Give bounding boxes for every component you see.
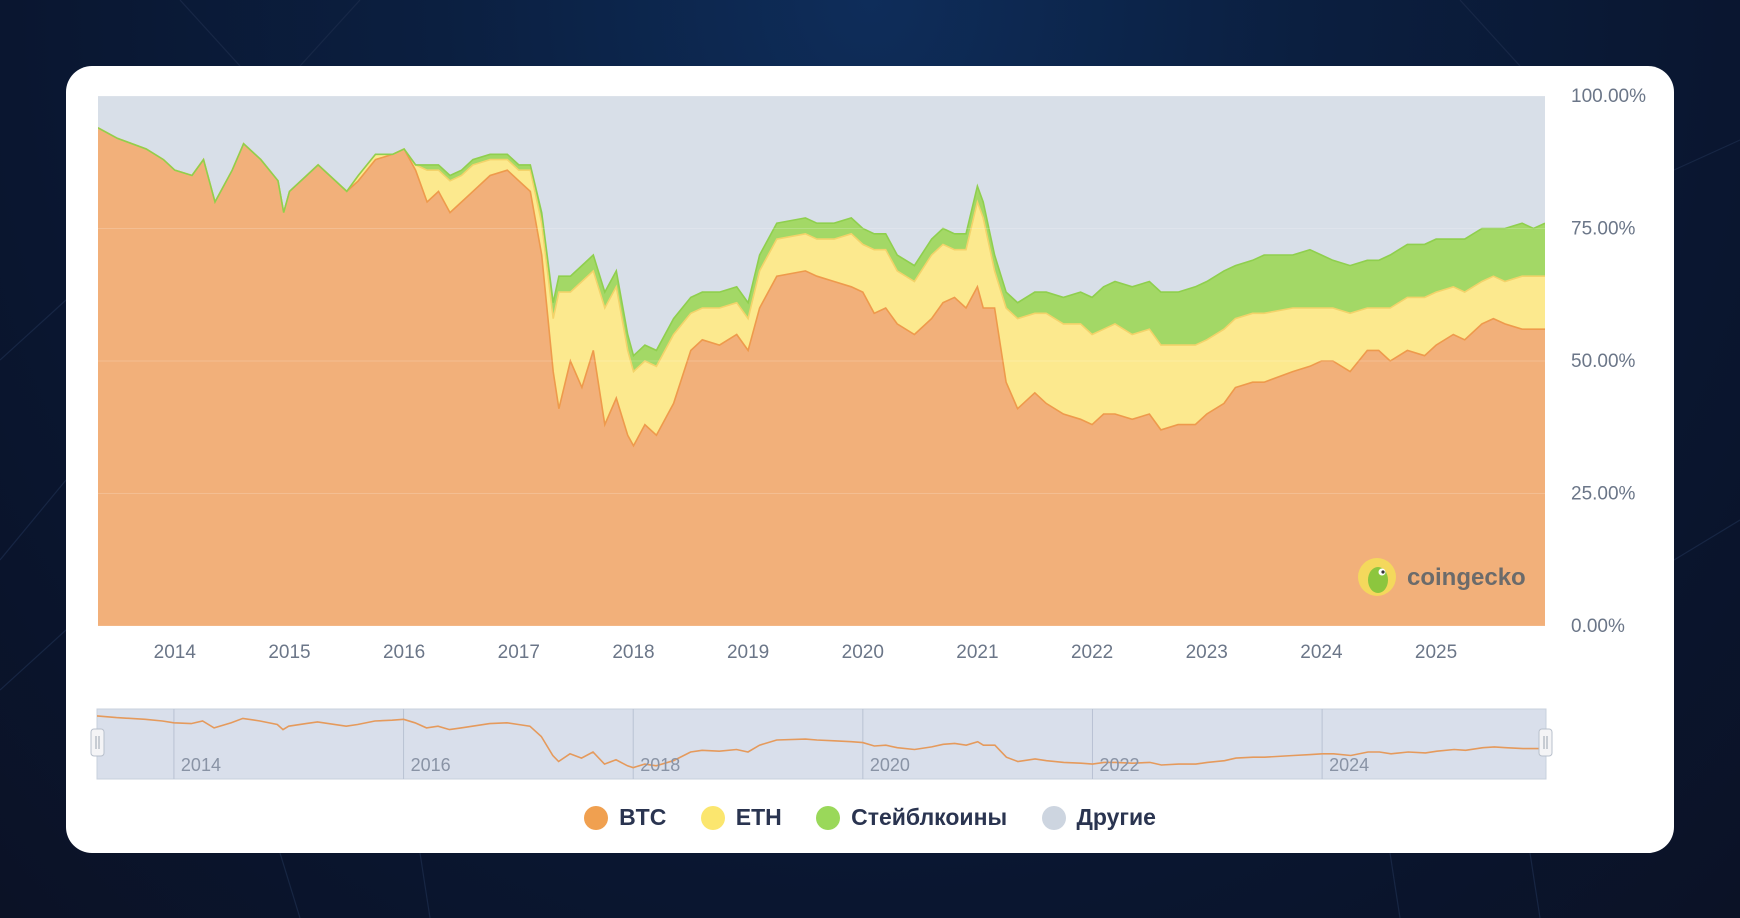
x-tick-label: 2017 bbox=[498, 642, 540, 663]
coingecko-watermark: coingecko bbox=[1358, 558, 1526, 596]
y-tick-label: 25.00% bbox=[1571, 484, 1636, 505]
x-tick-label: 2024 bbox=[1300, 642, 1343, 663]
navigator-tick-label: 2018 bbox=[640, 755, 680, 775]
stablecoins-line bbox=[98, 127, 1545, 358]
navigator-tick-label: 2014 bbox=[181, 755, 221, 775]
navigator-tick-label: 2016 bbox=[411, 755, 451, 775]
legend-item-other[interactable]: Другие bbox=[1041, 804, 1156, 831]
market-dominance-chart: 100.00%75.00%50.00%25.00%0.00% 2014 2015 2… bbox=[90, 86, 1646, 780]
chart-card: 100.00% 75.00% 50.00% 25.00% 0.00% 2014 2015 2… bbox=[66, 66, 1674, 853]
btc-area bbox=[98, 127, 1545, 626]
legend-label-eth: ETH bbox=[735, 804, 782, 830]
legend-dot-other bbox=[1041, 805, 1066, 830]
navigator-btc-line bbox=[97, 715, 1546, 769]
x-tick-label: 2020 bbox=[842, 642, 884, 663]
navigator-handle-left[interactable] bbox=[90, 728, 105, 757]
navigator-tick-label: 2020 bbox=[870, 755, 910, 775]
legend-label-stablecoins: Стейблкоины bbox=[851, 804, 1008, 830]
btc-line bbox=[98, 127, 1545, 448]
y-tick-label: 75.00% bbox=[1571, 219, 1636, 240]
y-tick-label: 100.00% bbox=[1571, 86, 1646, 107]
x-tick-label: 2014 bbox=[154, 642, 197, 663]
watermark-text: coingecko bbox=[1407, 564, 1526, 591]
x-tick-label: 2022 bbox=[1071, 642, 1113, 663]
legend-item-eth[interactable]: ETH bbox=[700, 804, 782, 831]
x-tick-label: 2025 bbox=[1415, 642, 1457, 663]
legend-dot-btc bbox=[584, 805, 609, 830]
navigator-tick-label: 2024 bbox=[1329, 755, 1369, 775]
x-tick-label: 2016 bbox=[383, 642, 425, 663]
legend-label-btc: BTC bbox=[619, 804, 667, 830]
range-navigator[interactable]: 2014 2016 2018 2020 2022 2024 bbox=[90, 708, 1553, 780]
legend-dot-eth bbox=[700, 805, 725, 830]
y-tick-label: 50.00% bbox=[1571, 351, 1636, 372]
x-tick-label: 2018 bbox=[612, 642, 654, 663]
chart-legend: BTC ETH Стейблкоины Другие bbox=[66, 804, 1674, 836]
x-axis: 2014 2015 2016 2017 2018 2019 2020 2021 2022 2023… bbox=[154, 642, 1458, 663]
x-tick-label: 2021 bbox=[956, 642, 998, 663]
navigator-tick-label: 2022 bbox=[1099, 755, 1139, 775]
legend-label-other: Другие bbox=[1076, 804, 1156, 830]
x-tick-label: 2015 bbox=[268, 642, 310, 663]
y-axis: 100.00% 75.00% 50.00% 25.00% 0.00% bbox=[1571, 86, 1646, 637]
legend-item-btc[interactable]: BTC bbox=[584, 804, 666, 831]
legend-dot-stablecoins bbox=[816, 805, 841, 830]
x-tick-label: 2023 bbox=[1186, 642, 1228, 663]
y-tick-label: 0.00% bbox=[1571, 616, 1625, 637]
navigator-handle-right[interactable] bbox=[1538, 728, 1553, 757]
navigator-background bbox=[96, 708, 1547, 780]
legend-item-stablecoins[interactable]: Стейблкоины bbox=[816, 804, 1007, 831]
x-tick-label: 2019 bbox=[727, 642, 769, 663]
